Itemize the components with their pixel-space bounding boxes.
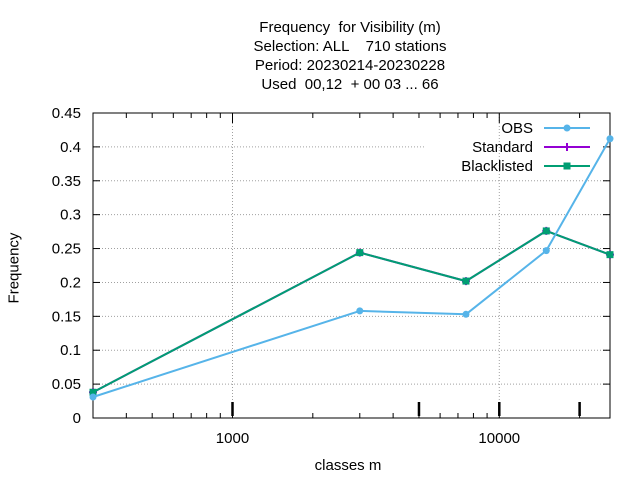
y-tick-label: 0.35 (52, 173, 81, 190)
y-tick-label: 0.45 (52, 105, 81, 122)
data-point-blacklisted (606, 251, 614, 259)
legend-label-standard: Standard (472, 139, 533, 156)
data-point-blacklisted (89, 388, 97, 396)
data-point-blacklisted (542, 227, 550, 235)
data-point-obs (606, 135, 614, 143)
y-tick-label: 0.05 (52, 376, 81, 393)
legend-label-obs: OBS (501, 120, 533, 137)
data-point-obs (462, 310, 470, 318)
y-tick-label: 0.3 (60, 207, 81, 224)
chart-title-line-1: Frequency for Visibility (m) (259, 19, 441, 36)
y-tick-label: 0.4 (60, 139, 81, 156)
plot-border (92, 112, 611, 419)
series-line-blacklisted (92, 229, 611, 394)
legend-label-blacklisted: Blacklisted (461, 158, 533, 175)
chart-title-line-4: Used 00,12 + 00 03 ... 66 (261, 76, 439, 93)
y-tick-label: 0.15 (52, 308, 81, 325)
data-point-blacklisted (356, 249, 364, 257)
legend-marker-blacklisted (563, 162, 571, 170)
chart-title: Frequency for Visibility (m) Selection: … (0, 18, 640, 94)
data-point-obs (356, 307, 364, 315)
chart-title-line-2: Selection: ALL 710 stations (253, 38, 447, 55)
chart-title-line-3: Period: 20230214-20230228 (254, 57, 446, 74)
y-tick-label: 0.25 (52, 241, 81, 258)
legend-marker-obs (563, 124, 571, 132)
y-axis-label: Frequency (5, 232, 23, 304)
data-point-obs (89, 393, 97, 401)
data-point-blacklisted (462, 277, 470, 285)
x-tick-label: 10000 (478, 430, 520, 447)
y-tick-label: 0 (73, 410, 81, 427)
series-line-obs (92, 138, 611, 398)
series-line-standard (92, 229, 611, 394)
y-tick-label: 0.1 (60, 342, 81, 359)
x-tick-label: 1000 (216, 430, 249, 447)
x-axis-label: classes m (314, 457, 382, 474)
legend-marker-standard (563, 143, 571, 151)
y-tick-label: 0.2 (60, 274, 81, 291)
data-point-obs (542, 247, 550, 255)
